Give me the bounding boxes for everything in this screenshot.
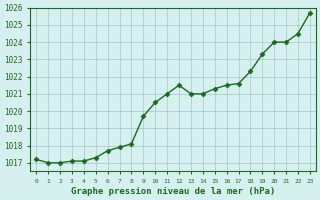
X-axis label: Graphe pression niveau de la mer (hPa): Graphe pression niveau de la mer (hPa)	[71, 187, 275, 196]
